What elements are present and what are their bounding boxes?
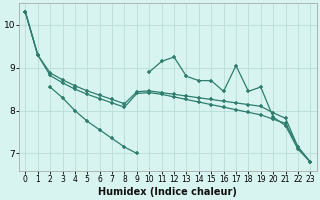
X-axis label: Humidex (Indice chaleur): Humidex (Indice chaleur) — [98, 187, 237, 197]
